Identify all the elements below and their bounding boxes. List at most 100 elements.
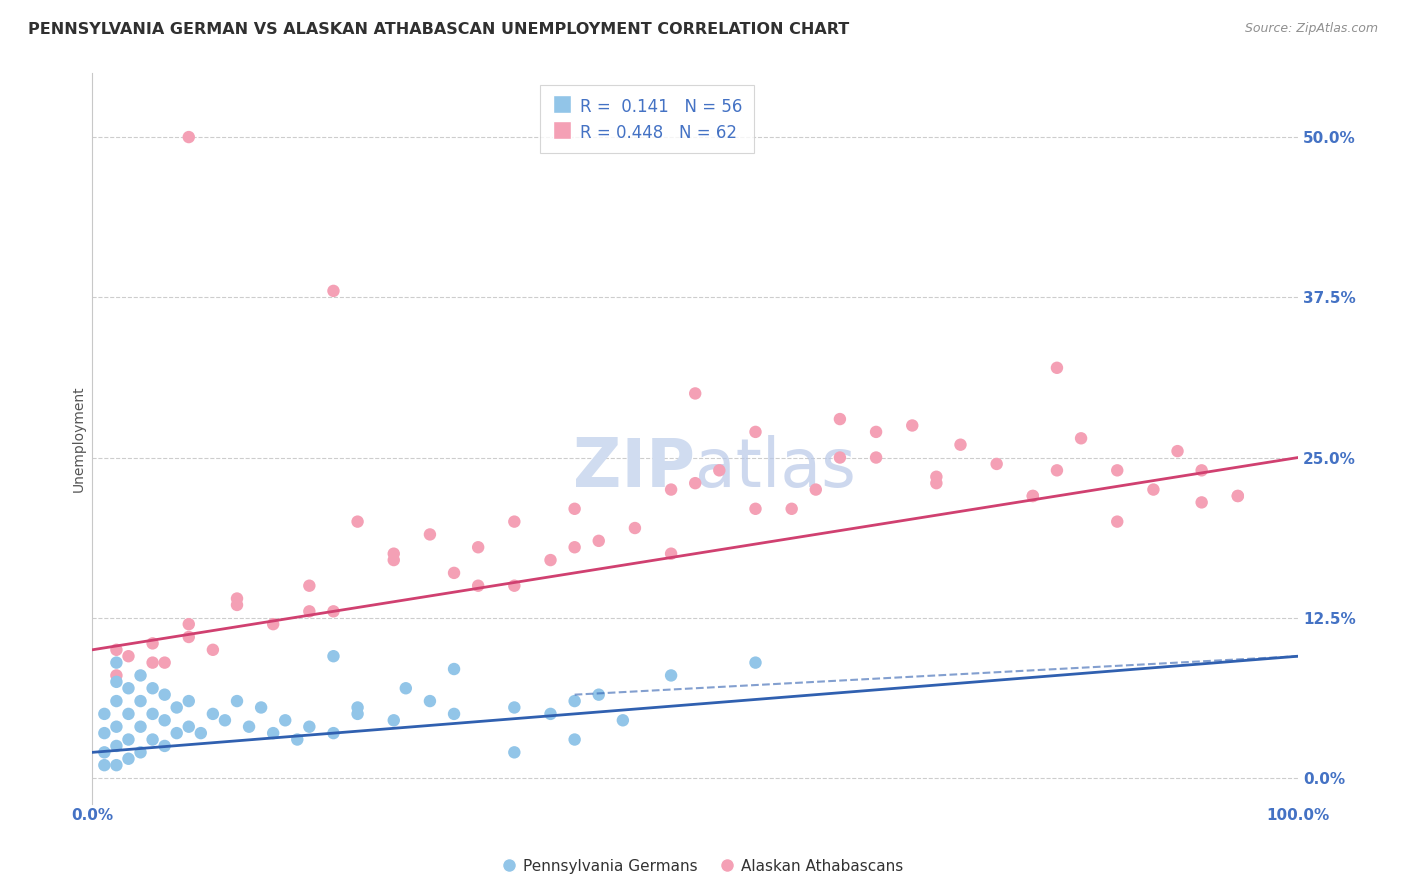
Point xyxy=(105,674,128,689)
Point xyxy=(588,688,610,702)
Legend: R =  0.141   N = 56, R = 0.448   N = 62: R = 0.141 N = 56, R = 0.448 N = 62 xyxy=(540,85,754,153)
Point xyxy=(612,714,634,728)
Point xyxy=(262,726,284,740)
Point xyxy=(1167,444,1189,458)
Point xyxy=(1022,489,1045,503)
Point xyxy=(142,656,165,670)
Point xyxy=(1191,495,1213,509)
Point xyxy=(226,598,249,612)
Point xyxy=(177,720,200,734)
Point xyxy=(142,706,165,721)
Point xyxy=(105,642,128,657)
Point xyxy=(683,386,706,401)
Point xyxy=(117,681,139,696)
Point xyxy=(262,617,284,632)
Point xyxy=(564,694,586,708)
Point xyxy=(322,726,344,740)
Point xyxy=(1142,483,1164,497)
Point xyxy=(744,656,766,670)
Text: PENNSYLVANIA GERMAN VS ALASKAN ATHABASCAN UNEMPLOYMENT CORRELATION CHART: PENNSYLVANIA GERMAN VS ALASKAN ATHABASCA… xyxy=(28,22,849,37)
Point xyxy=(1022,489,1045,503)
Point xyxy=(93,758,115,772)
Point xyxy=(382,547,405,561)
Point xyxy=(744,425,766,439)
Point xyxy=(382,714,405,728)
Text: ZIP: ZIP xyxy=(574,434,695,500)
Point xyxy=(503,700,526,714)
Point xyxy=(298,579,321,593)
Point xyxy=(659,483,682,497)
Point xyxy=(166,726,188,740)
Point xyxy=(443,566,465,580)
Point xyxy=(780,501,803,516)
Point xyxy=(659,668,682,682)
Point xyxy=(1070,431,1092,445)
Point xyxy=(142,636,165,650)
Point xyxy=(93,706,115,721)
Point xyxy=(540,706,562,721)
Point xyxy=(190,726,212,740)
Point xyxy=(117,752,139,766)
Point xyxy=(949,438,972,452)
Point xyxy=(322,604,344,618)
Point xyxy=(419,694,441,708)
Point xyxy=(142,732,165,747)
Point xyxy=(346,706,368,721)
Legend: Pennsylvania Germans, Alaskan Athabascans: Pennsylvania Germans, Alaskan Athabascan… xyxy=(498,853,908,880)
Point xyxy=(901,418,924,433)
Point xyxy=(828,412,851,426)
Point xyxy=(93,726,115,740)
Point xyxy=(925,469,948,483)
Point xyxy=(322,649,344,664)
Point xyxy=(865,425,887,439)
Point xyxy=(564,732,586,747)
Point xyxy=(624,521,647,535)
Point xyxy=(105,720,128,734)
Point xyxy=(117,706,139,721)
Point xyxy=(177,130,200,145)
Point xyxy=(285,732,308,747)
Point xyxy=(105,694,128,708)
Point xyxy=(298,720,321,734)
Point xyxy=(382,553,405,567)
Point xyxy=(166,700,188,714)
Point xyxy=(1107,515,1129,529)
Point xyxy=(214,714,236,728)
Point xyxy=(395,681,418,696)
Point xyxy=(346,700,368,714)
Point xyxy=(201,706,224,721)
Point xyxy=(177,694,200,708)
Text: Source: ZipAtlas.com: Source: ZipAtlas.com xyxy=(1244,22,1378,36)
Point xyxy=(105,739,128,753)
Point xyxy=(153,656,176,670)
Point xyxy=(1191,463,1213,477)
Point xyxy=(298,604,321,618)
Point xyxy=(419,527,441,541)
Point xyxy=(564,501,586,516)
Point xyxy=(467,541,489,555)
Point xyxy=(503,515,526,529)
Y-axis label: Unemployment: Unemployment xyxy=(72,385,86,491)
Point xyxy=(503,579,526,593)
Point xyxy=(129,720,152,734)
Point xyxy=(93,745,115,759)
Point xyxy=(1046,463,1069,477)
Point xyxy=(153,739,176,753)
Point xyxy=(177,617,200,632)
Point xyxy=(709,463,731,477)
Point xyxy=(540,553,562,567)
Point xyxy=(744,501,766,516)
Point xyxy=(865,450,887,465)
Point xyxy=(1226,489,1249,503)
Point xyxy=(804,483,827,497)
Point xyxy=(117,732,139,747)
Point xyxy=(503,745,526,759)
Text: atlas: atlas xyxy=(695,434,856,500)
Point xyxy=(177,630,200,644)
Point xyxy=(274,714,297,728)
Point xyxy=(117,649,139,664)
Point xyxy=(105,668,128,682)
Point xyxy=(105,758,128,772)
Point xyxy=(226,694,249,708)
Point xyxy=(443,706,465,721)
